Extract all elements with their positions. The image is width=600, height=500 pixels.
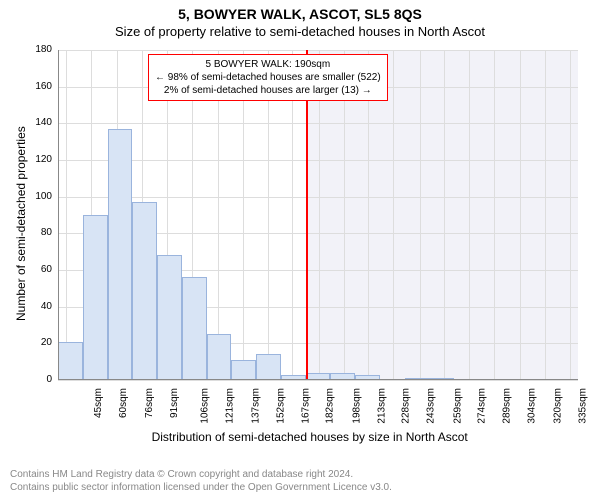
histogram-bar [58,342,83,381]
x-tick-label: 289sqm [502,388,513,424]
page-title: 5, BOWYER WALK, ASCOT, SL5 8QS [0,0,600,22]
histogram-bar [83,215,108,380]
histogram-bar [108,129,133,380]
y-axis-label: Number of semi-detached properties [14,126,28,321]
gridline-v [570,50,571,380]
x-tick-label: 243sqm [426,388,437,424]
attribution-line2: Contains public sector information licen… [10,482,590,495]
y-tick-label: 80 [41,227,52,238]
x-tick-label: 60sqm [118,388,129,418]
x-tick-label: 274sqm [477,388,488,424]
x-tick-label: 198sqm [351,388,362,424]
gridline-v [444,50,445,380]
annotation-line1: 5 BOWYER WALK: 190sqm [155,58,381,71]
x-tick-label: 106sqm [200,388,211,424]
y-tick-label: 140 [35,117,52,128]
y-tick-label: 20 [41,337,52,348]
chart-container: { "title": "5, BOWYER WALK, ASCOT, SL5 8… [0,0,600,500]
y-tick-label: 40 [41,301,52,312]
x-tick-label: 121sqm [224,388,235,424]
x-axis-line [58,379,578,380]
y-tick-label: 180 [35,44,52,55]
x-tick-label: 259sqm [452,388,463,424]
gridline-v [420,50,421,380]
histogram-bar [207,334,232,380]
x-tick-label: 91sqm [169,388,180,418]
x-tick-label: 228sqm [401,388,412,424]
y-tick-label: 160 [35,81,52,92]
x-tick-label: 182sqm [325,388,336,424]
histogram-bar [182,277,207,380]
x-tick-label: 137sqm [251,388,262,424]
x-tick-label: 45sqm [93,388,104,418]
x-tick-label: 152sqm [275,388,286,424]
gridline-v [66,50,67,380]
histogram-bar [256,354,281,380]
histogram-bar [132,202,157,380]
attribution: Contains HM Land Registry data © Crown c… [10,469,590,494]
x-tick-label: 167sqm [300,388,311,424]
x-tick-label: 213sqm [376,388,387,424]
y-tick-label: 100 [35,191,52,202]
annotation-line2: ← 98% of semi-detached houses are smalle… [155,71,381,84]
gridline-h [58,380,578,381]
histogram-bar [231,360,256,380]
x-tick-label: 76sqm [144,388,155,418]
histogram-bar [157,255,182,380]
y-tick-label: 120 [35,154,52,165]
gridline-v [494,50,495,380]
annotation-box: 5 BOWYER WALK: 190sqm← 98% of semi-detac… [148,54,388,101]
chart-subtitle: Size of property relative to semi-detach… [0,22,600,39]
x-tick-label: 320sqm [553,388,564,424]
x-tick-label: 335sqm [578,388,589,424]
annotation-line3: 2% of semi-detached houses are larger (1… [155,84,381,97]
y-axis-line [58,50,59,380]
x-tick-label: 304sqm [526,388,537,424]
attribution-line1: Contains HM Land Registry data © Crown c… [10,469,590,482]
gridline-v [393,50,394,380]
x-axis-label: Distribution of semi-detached houses by … [152,430,468,444]
y-tick-label: 0 [46,374,52,385]
gridline-v [520,50,521,380]
y-tick-label: 60 [41,264,52,275]
gridline-v [545,50,546,380]
gridline-v [469,50,470,380]
